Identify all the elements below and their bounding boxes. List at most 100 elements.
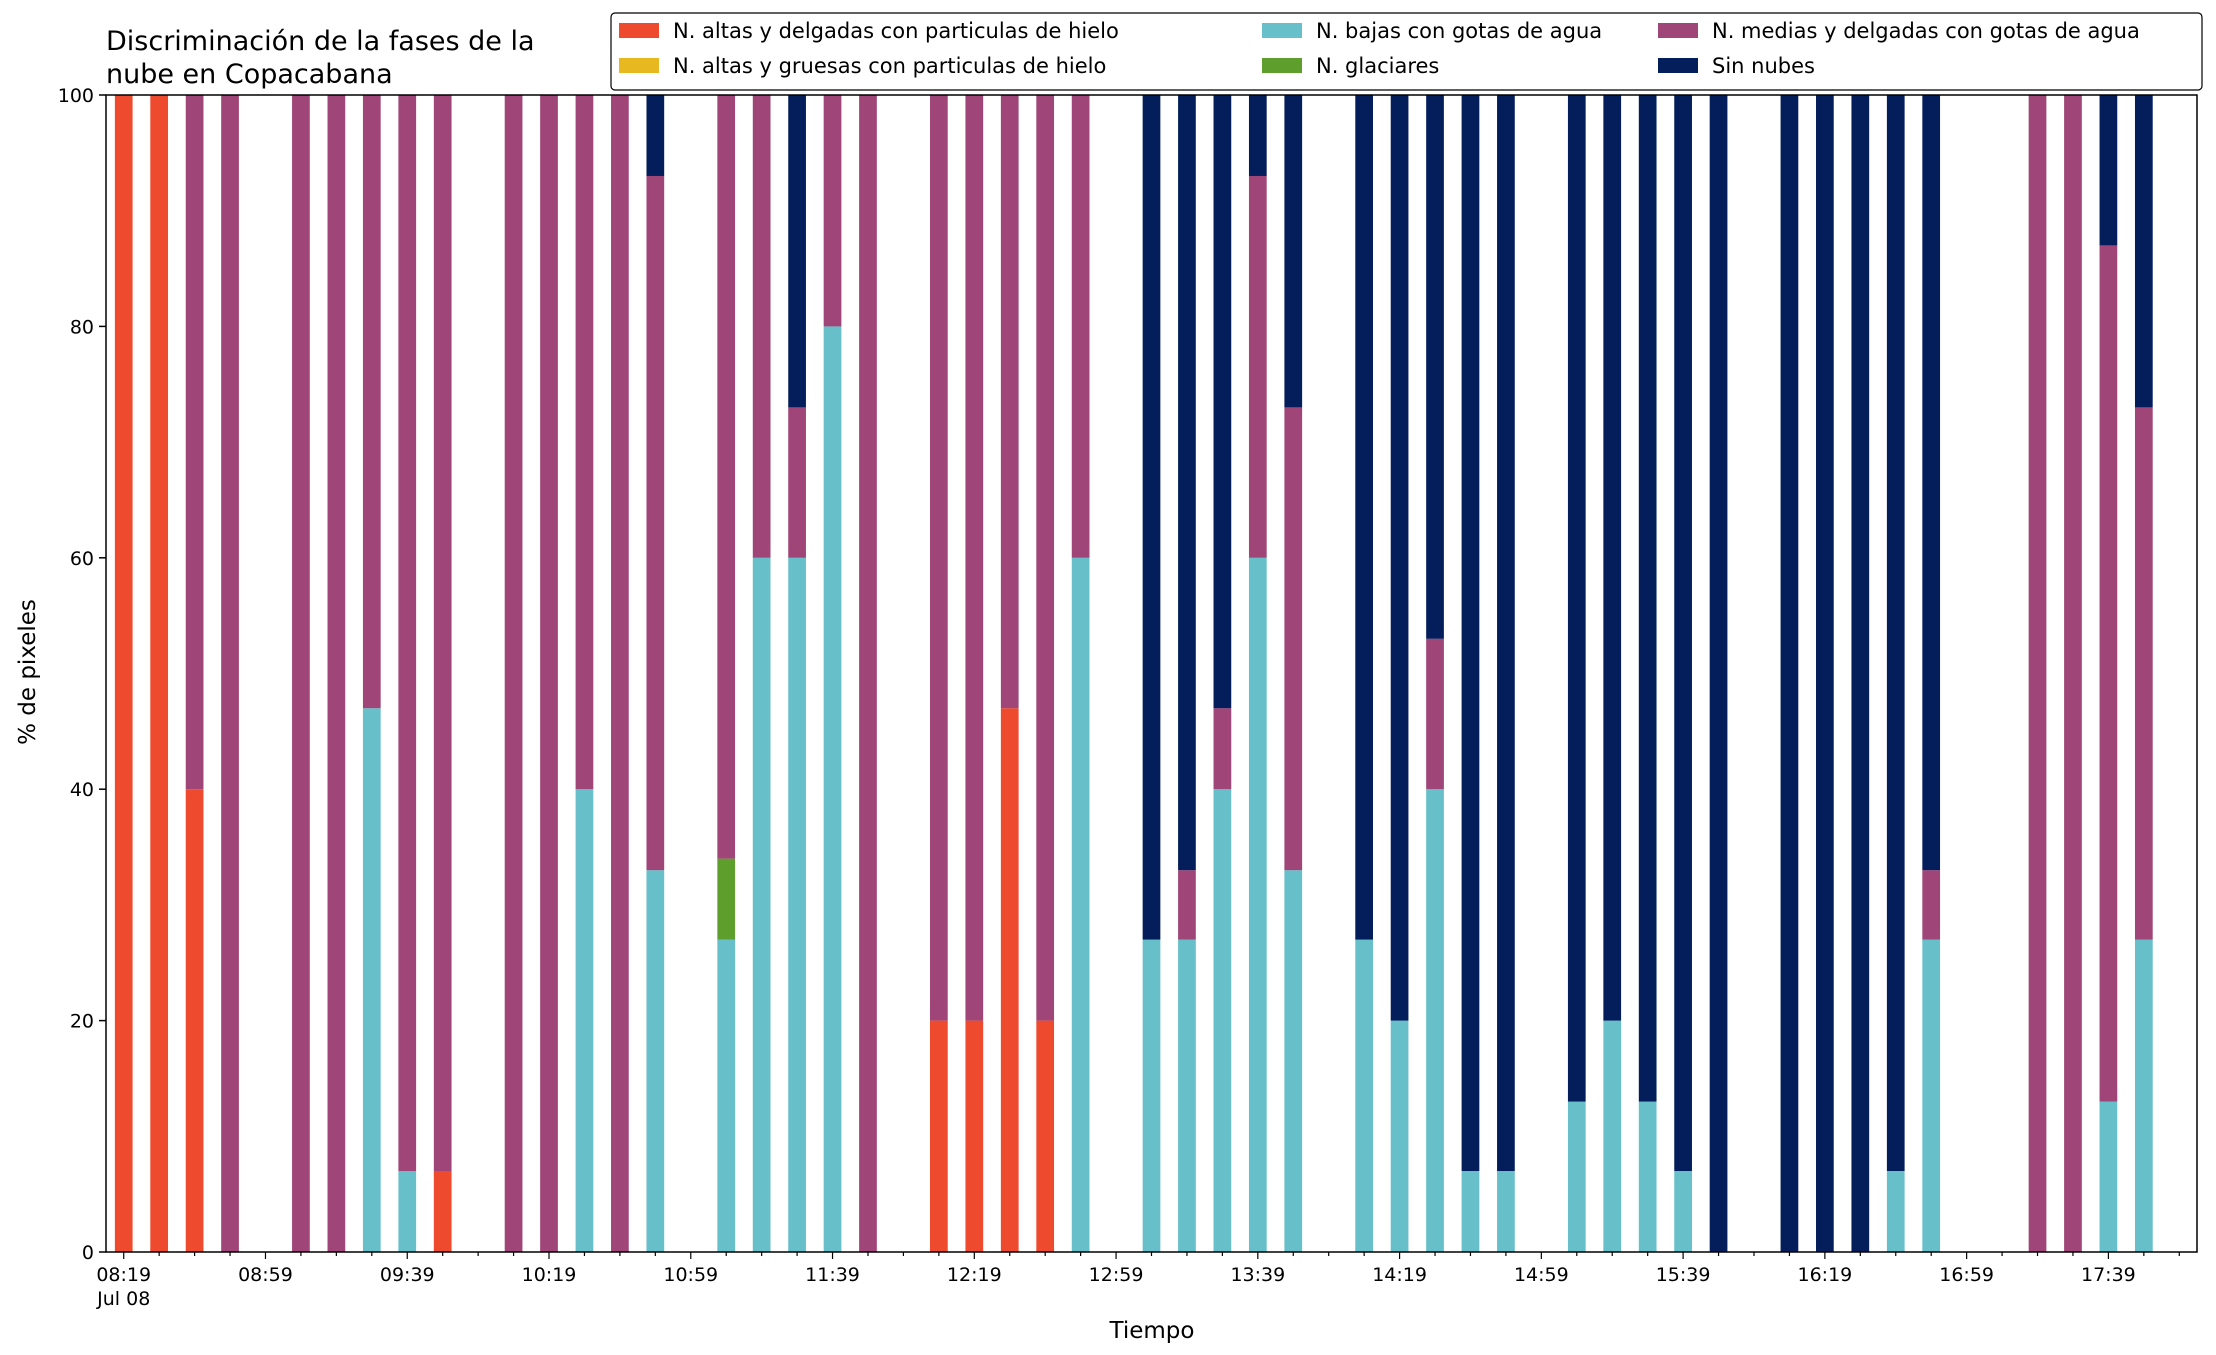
bar-segment-2-32: [1248, 557, 1267, 1252]
x-tick-label: 15:39: [1656, 1264, 1711, 1286]
bar-segment-2-20: [823, 326, 842, 1252]
bar-segment-2-33: [1284, 870, 1303, 1252]
bar-segment-2-36: [1390, 1020, 1409, 1252]
bar-segment-4-11: [504, 95, 523, 1252]
bar-segment-4-7: [362, 95, 381, 709]
y-axis-title: % de pixeles: [15, 599, 41, 745]
x-tick-label: 10:59: [663, 1264, 718, 1286]
bar-segment-4-3: [221, 95, 239, 1252]
bar-segment-5-38: [1461, 95, 1480, 1172]
bar-segment-2-42: [1603, 1020, 1622, 1252]
bar-segment-2-17: [717, 939, 736, 1252]
bar-segment-5-49: [1851, 95, 1870, 1252]
bar-segment-5-30: [1178, 95, 1196, 871]
x-tick-label: 16:19: [1797, 1264, 1852, 1286]
bar-segment-5-42: [1603, 95, 1622, 1021]
y-tick-label: 60: [70, 548, 94, 570]
x-tick-sublabel: Jul 08: [96, 1288, 150, 1310]
bar-segment-2-31: [1213, 789, 1232, 1252]
legend-label: N. glaciares: [1316, 54, 1439, 78]
bar-segment-5-43: [1638, 95, 1657, 1102]
bar-segment-4-14: [611, 95, 629, 1252]
legend: N. altas y delgadas con particulas de hi…: [610, 12, 2203, 91]
bar-segment-4-26: [1036, 95, 1055, 1021]
bar-segment-2-15: [646, 870, 665, 1252]
bar-segment-5-57: [2134, 95, 2153, 408]
x-tick-label: 14:19: [1372, 1264, 1427, 1286]
bar-segment-2-39: [1497, 1171, 1515, 1252]
bar-segment-0-23: [930, 1020, 948, 1252]
legend-label: N. bajas con gotas de agua: [1316, 19, 1602, 43]
bar-segment-4-30: [1178, 870, 1196, 940]
bar-segment-4-57: [2134, 407, 2153, 940]
bar-segment-4-32: [1248, 175, 1267, 558]
x-tick-label: 16:59: [1939, 1264, 1994, 1286]
legend-swatch: [619, 58, 659, 73]
legend-box: [610, 12, 2203, 91]
bar-segment-2-44: [1674, 1171, 1692, 1252]
y-tick-label: 40: [70, 779, 94, 801]
x-tick-label: 12:19: [947, 1264, 1002, 1286]
bar-segment-5-37: [1426, 95, 1444, 639]
bar-segment-0-26: [1036, 1020, 1055, 1252]
bar-segment-4-51: [1922, 870, 1941, 940]
legend-swatch: [619, 23, 659, 38]
bar-segment-5-56: [2099, 95, 2118, 246]
bar-segment-4-20: [823, 95, 842, 327]
bar-segment-4-55: [2064, 95, 2082, 1252]
bars-layer: [114, 95, 2153, 1252]
bar-segment-4-13: [575, 95, 594, 790]
y-tick-label: 20: [70, 1011, 94, 1033]
legend-label: N. altas y delgadas con particulas de hi…: [673, 19, 1119, 43]
bar-segment-5-45: [1709, 95, 1728, 1252]
bar-segment-4-27: [1071, 95, 1090, 558]
bar-segment-2-56: [2099, 1101, 2118, 1252]
x-tick-label: 14:59: [1514, 1264, 1569, 1286]
bar-segment-0-2: [185, 789, 204, 1252]
legend-label: N. medias y delgadas con gotas de agua: [1712, 19, 2140, 43]
plot-frame: [105, 94, 2198, 1253]
bar-segment-2-18: [752, 557, 771, 1252]
bar-segment-2-29: [1142, 939, 1161, 1252]
legend-swatch: [1658, 58, 1698, 73]
bar-segment-4-25: [1000, 95, 1019, 709]
bar-segment-5-15: [646, 95, 665, 176]
bar-segment-4-21: [859, 95, 877, 1252]
bar-segment-5-35: [1355, 95, 1373, 940]
bar-segment-0-25: [1000, 708, 1019, 1252]
bar-segment-2-35: [1355, 939, 1373, 1252]
bar-segment-2-37: [1426, 789, 1444, 1252]
legend-label: Sin nubes: [1712, 54, 1815, 78]
bar-segment-5-51: [1922, 95, 1941, 871]
bar-segment-2-50: [1886, 1171, 1905, 1252]
bar-segment-5-39: [1497, 95, 1515, 1172]
chart-title-line-1: Discriminación de la fases de la: [106, 26, 535, 57]
bar-segment-5-36: [1390, 95, 1409, 1021]
bar-segment-5-33: [1284, 95, 1303, 408]
legend-swatch: [1658, 23, 1698, 38]
x-axis-title: Tiempo: [1109, 1318, 1195, 1344]
legend-swatch: [1262, 23, 1302, 38]
x-tick-label: 13:39: [1230, 1264, 1285, 1286]
x-tick-label: 09:39: [380, 1264, 435, 1286]
bar-segment-5-19: [788, 95, 806, 408]
y-axis: 0 20 40 60 80 100: [58, 85, 106, 1264]
bar-segment-4-23: [930, 95, 948, 1021]
bar-segment-4-12: [540, 95, 558, 1252]
bar-segment-4-19: [788, 407, 806, 558]
bar-segment-2-8: [398, 1171, 417, 1252]
chart-title-line-2: nube en Copacabana: [106, 59, 393, 90]
bar-segment-4-17: [717, 95, 736, 859]
bar-segment-2-57: [2134, 939, 2153, 1252]
x-tick-label: 17:39: [2081, 1264, 2136, 1286]
bar-segment-0-1: [150, 95, 169, 1252]
bar-segment-2-51: [1922, 939, 1941, 1252]
bar-segment-4-6: [327, 95, 346, 1252]
x-tick-label: 08:59: [238, 1264, 293, 1286]
x-tick-label: 08:19: [96, 1264, 151, 1286]
bar-segment-4-2: [185, 95, 204, 790]
x-tick-label: 12:59: [1089, 1264, 1144, 1286]
bar-segment-3-17: [717, 858, 736, 940]
